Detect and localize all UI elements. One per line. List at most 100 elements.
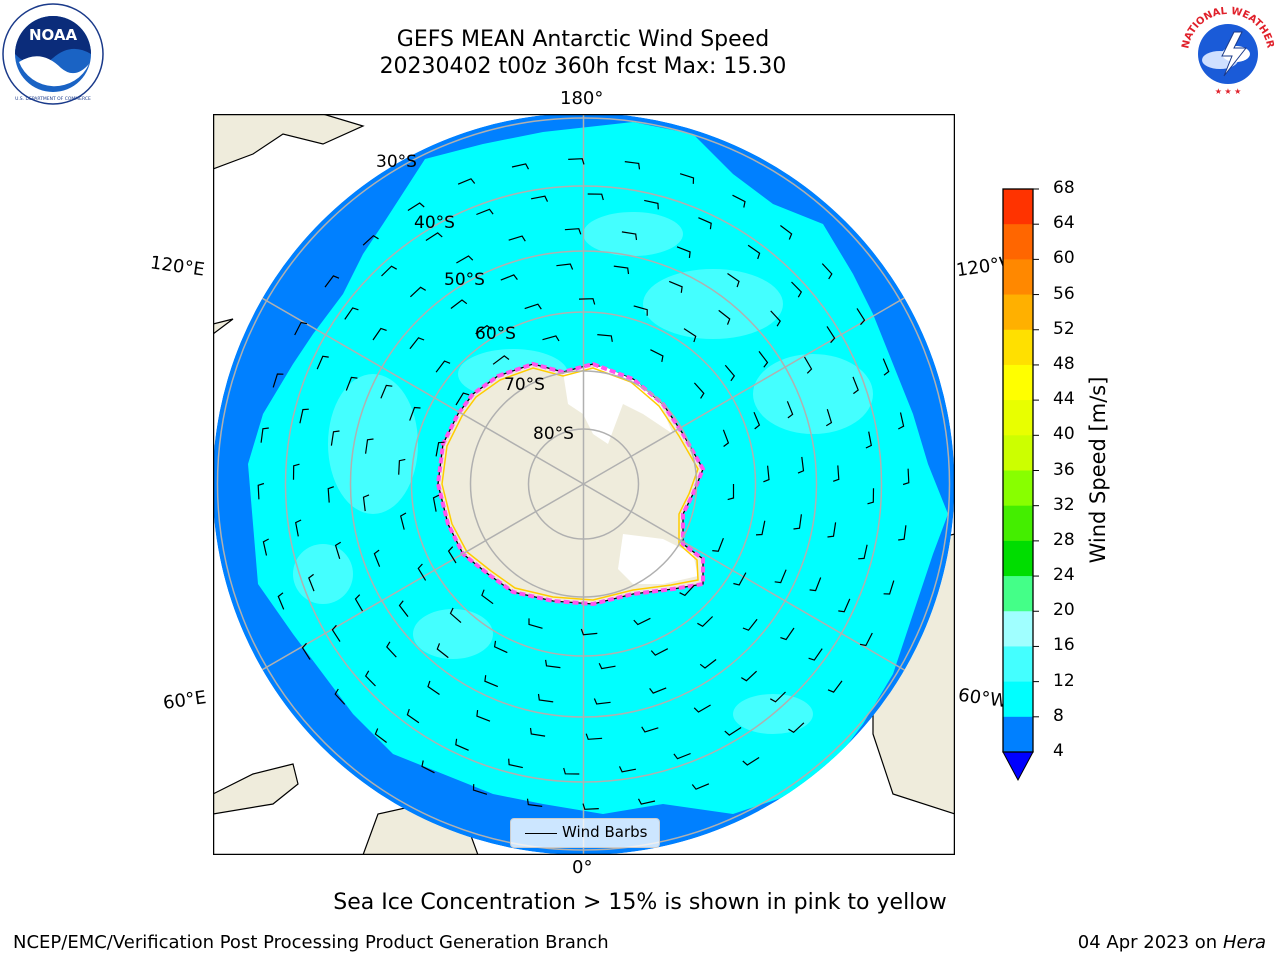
colorbar-tick-label: 28 xyxy=(1053,529,1075,550)
wind-barb xyxy=(650,648,669,656)
wind-barb xyxy=(791,281,803,298)
wind-barb xyxy=(294,321,308,336)
wind-barb xyxy=(324,275,340,288)
wind-barb xyxy=(774,569,787,584)
nws-logo: NATIONAL WEATHER SERVICE ★ ★ ★ xyxy=(1176,2,1276,98)
wind-barb xyxy=(724,364,736,382)
wind-barb xyxy=(277,592,285,610)
wind-barb xyxy=(484,675,499,688)
chart-subtitle: 20230402 t00z 360h fcst Max: 15.30 xyxy=(379,54,787,79)
wind-barb xyxy=(380,384,393,399)
wind-barb xyxy=(578,298,596,305)
wind-barb xyxy=(883,580,895,595)
lat-label-30s: 30°S xyxy=(376,152,417,172)
wind-barb xyxy=(364,670,376,687)
wind-barb xyxy=(400,512,407,530)
chart-title: GEFS MEAN Antarctic Wind Speed xyxy=(396,27,770,52)
wind-barb xyxy=(679,584,695,597)
wind-barb xyxy=(409,337,425,350)
wind-barb xyxy=(257,482,265,500)
colorbar-tick-label: 36 xyxy=(1053,459,1075,480)
wind-barb xyxy=(344,307,359,320)
noaa-logo-text: NOAA xyxy=(29,26,78,44)
colorbar-band xyxy=(1003,189,1033,225)
wind-barb xyxy=(345,376,358,391)
wind-barb xyxy=(354,594,364,612)
wind-barb xyxy=(475,324,492,335)
wind-barb xyxy=(808,648,823,661)
wind-barb xyxy=(580,628,598,636)
wind-barb xyxy=(330,430,340,446)
wind-barb xyxy=(733,572,747,586)
footer-date: 04 Apr 2023 on Hera xyxy=(1078,932,1266,953)
svg-text:★ ★ ★: ★ ★ ★ xyxy=(1215,87,1242,96)
wind-barb xyxy=(593,698,611,705)
wind-barb xyxy=(852,376,859,395)
longitude-lines xyxy=(213,114,955,855)
wind-barb xyxy=(374,728,387,743)
wind-barb xyxy=(858,544,868,560)
wind-barb xyxy=(683,328,697,343)
svg-text:U.S. DEPARTMENT OF COMMERCE: U.S. DEPARTMENT OF COMMERCE xyxy=(15,96,91,102)
wind-barb xyxy=(825,409,833,427)
colorbar-tick-label: 52 xyxy=(1053,318,1075,339)
wind-barb xyxy=(637,798,656,805)
wind-barb xyxy=(859,632,873,647)
wind-barb xyxy=(449,607,462,624)
wind-barb xyxy=(528,618,543,629)
noaa-logo: NOAA U.S. DEPARTMENT OF COMMERCE xyxy=(2,3,104,105)
colorbar-tick-label: 64 xyxy=(1053,213,1075,234)
colorbar-band xyxy=(1003,540,1033,577)
lon-label-60e: 60°E xyxy=(161,687,208,714)
colorbar-tick-label: 8 xyxy=(1053,705,1064,726)
colorbar-frame xyxy=(1002,188,1034,753)
colorbar-tick-label: 40 xyxy=(1053,424,1075,445)
colorbar-tick-label: 60 xyxy=(1053,248,1075,269)
wind-barb xyxy=(447,546,457,564)
wind-barb xyxy=(827,680,843,693)
wind-barb xyxy=(693,382,705,399)
wind-barb xyxy=(821,263,833,280)
colorbar-band xyxy=(1003,259,1033,296)
wind-barb xyxy=(698,217,712,230)
colorbar-tick-label: 4 xyxy=(1053,741,1064,761)
colorbar-band xyxy=(1003,435,1033,471)
colorbar-band xyxy=(1003,611,1033,647)
wind-barb xyxy=(740,670,758,682)
wind-barb xyxy=(435,441,445,457)
wind-barb xyxy=(712,537,724,552)
colorbar-tick-label: 56 xyxy=(1053,283,1075,304)
wind-barb xyxy=(481,589,494,605)
wind-barb xyxy=(587,193,604,201)
wind-barb xyxy=(425,232,443,242)
wind-barb xyxy=(327,486,335,503)
wind-barb xyxy=(673,752,691,760)
sea-ice-note: Sea Ice Concentration > 15% is shown in … xyxy=(333,890,947,915)
wind-barb xyxy=(668,280,683,293)
wind-barb xyxy=(755,520,766,536)
wind-barb xyxy=(456,255,474,264)
colorbar-band xyxy=(1003,576,1033,612)
footer-machine: Hera xyxy=(1222,932,1266,953)
colorbar-tick-label: 16 xyxy=(1053,635,1075,656)
wind-barb xyxy=(691,783,710,790)
wind-barb xyxy=(331,624,341,642)
wind-barb xyxy=(292,463,300,480)
wind-barb xyxy=(545,659,561,669)
wind-barb xyxy=(436,643,449,659)
wind-barb xyxy=(633,305,648,316)
colorbar-band xyxy=(1003,505,1033,542)
lon-label-120e: 120°E xyxy=(148,252,206,281)
wind-barb xyxy=(362,234,379,246)
wind-barb xyxy=(272,373,284,388)
wind-barb xyxy=(542,335,560,342)
wind-barb xyxy=(742,756,760,766)
wind-barb xyxy=(455,392,470,406)
lat-label-40s: 40°S xyxy=(414,213,455,233)
wind-barb xyxy=(598,662,616,670)
wind-barb xyxy=(770,310,781,327)
colorbar-band xyxy=(1003,681,1033,718)
wind-barb xyxy=(526,798,543,807)
wind-barb xyxy=(827,522,837,538)
sea-ice-edge xyxy=(435,361,706,607)
